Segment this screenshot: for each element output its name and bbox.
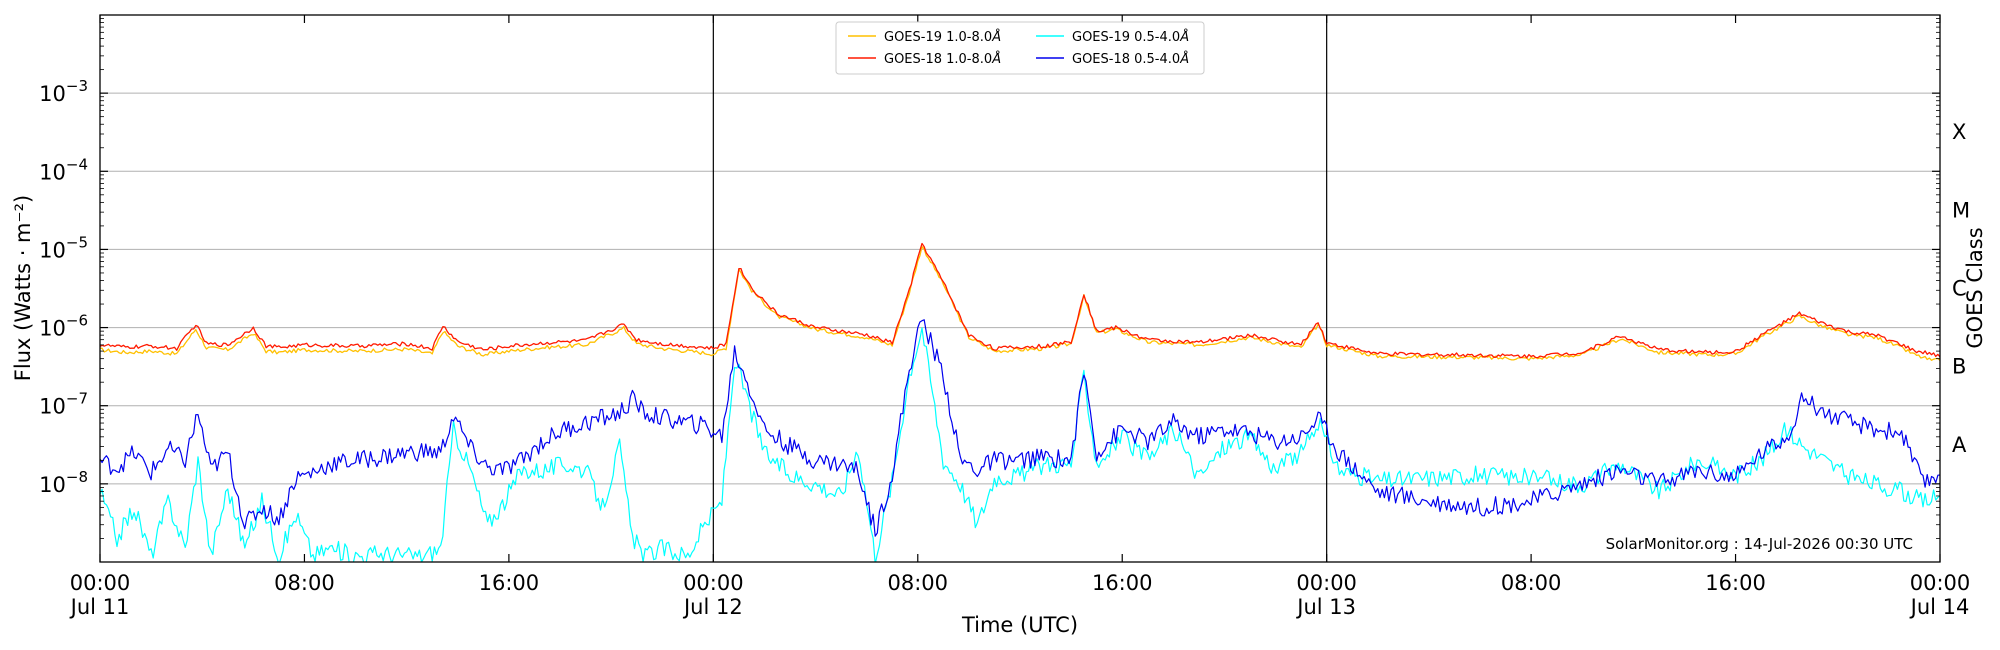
x-tick-label: 08:00 — [274, 571, 335, 595]
legend-label: GOES-19 1.0-8.0Å — [884, 29, 1001, 45]
goes-class-label: M — [1952, 198, 1970, 222]
goes-class-label: C — [1952, 277, 1967, 301]
horizontal-grid — [100, 92, 1940, 485]
y-tick-label: 10−5 — [39, 233, 88, 262]
y-axis-title: Flux (Watts · m⁻²) — [11, 195, 35, 381]
x-tick-label: 16:00 — [479, 571, 540, 595]
y-tick-label: 10−8 — [39, 468, 88, 497]
x-tick-label: 16:00 — [1092, 571, 1153, 595]
x-tick-date-label: Jul 14 — [1909, 595, 1970, 619]
x-tick-date-label: Jul 12 — [682, 595, 743, 619]
legend-label: GOES-19 0.5-4.0Å — [1072, 29, 1189, 45]
goes-class-label: X — [1952, 120, 1966, 144]
goes-class-label: B — [1952, 355, 1966, 379]
legend-box — [835, 21, 1205, 75]
goes-class-labels: A B C M X — [1952, 120, 1970, 457]
x-tick-label: 16:00 — [1705, 571, 1766, 595]
x-tick-date-label: Jul 13 — [1295, 595, 1356, 619]
y-axis-right-title: GOES Class — [1963, 227, 1987, 348]
x-tick-label: 08:00 — [1501, 571, 1562, 595]
y-tick-label: 10−3 — [39, 77, 88, 106]
x-tick-label: 00:00 — [1296, 571, 1357, 595]
legend-label: GOES-18 0.5-4.0Å — [1072, 51, 1189, 67]
legend-label: GOES-18 1.0-8.0Å — [884, 51, 1001, 67]
y-tick-label: 10−7 — [39, 390, 88, 419]
x-tick-label: 00:00 — [1910, 571, 1971, 595]
series-line-2 — [100, 327, 1940, 562]
y-axis-ticks: 10−8 10−7 10−6 10−5 10−4 10−3 — [39, 18, 1940, 539]
x-tick-label: 00:00 — [70, 571, 131, 595]
series-line-3 — [100, 319, 1940, 537]
y-tick-label: 10−6 — [39, 312, 88, 341]
x-axis-title: Time (UTC) — [961, 613, 1078, 637]
legend: GOES-19 1.0-8.0Å GOES-18 1.0-8.0Å GOES-19 … — [835, 21, 1205, 75]
day-divider-lines — [712, 15, 1328, 562]
plot-frame — [99, 14, 1941, 563]
series-lines — [100, 242, 1940, 562]
x-tick-label: 00:00 — [683, 571, 744, 595]
y-tick-label: 10−4 — [39, 155, 88, 184]
source-annotation: SolarMonitor.org : 14-Jul-2026 00:30 UTC — [1606, 535, 1913, 553]
x-tick-label: 08:00 — [888, 571, 949, 595]
x-tick-date-label: Jul 11 — [69, 595, 130, 619]
goes-class-label: A — [1952, 433, 1967, 457]
series-line-1 — [100, 242, 1940, 359]
